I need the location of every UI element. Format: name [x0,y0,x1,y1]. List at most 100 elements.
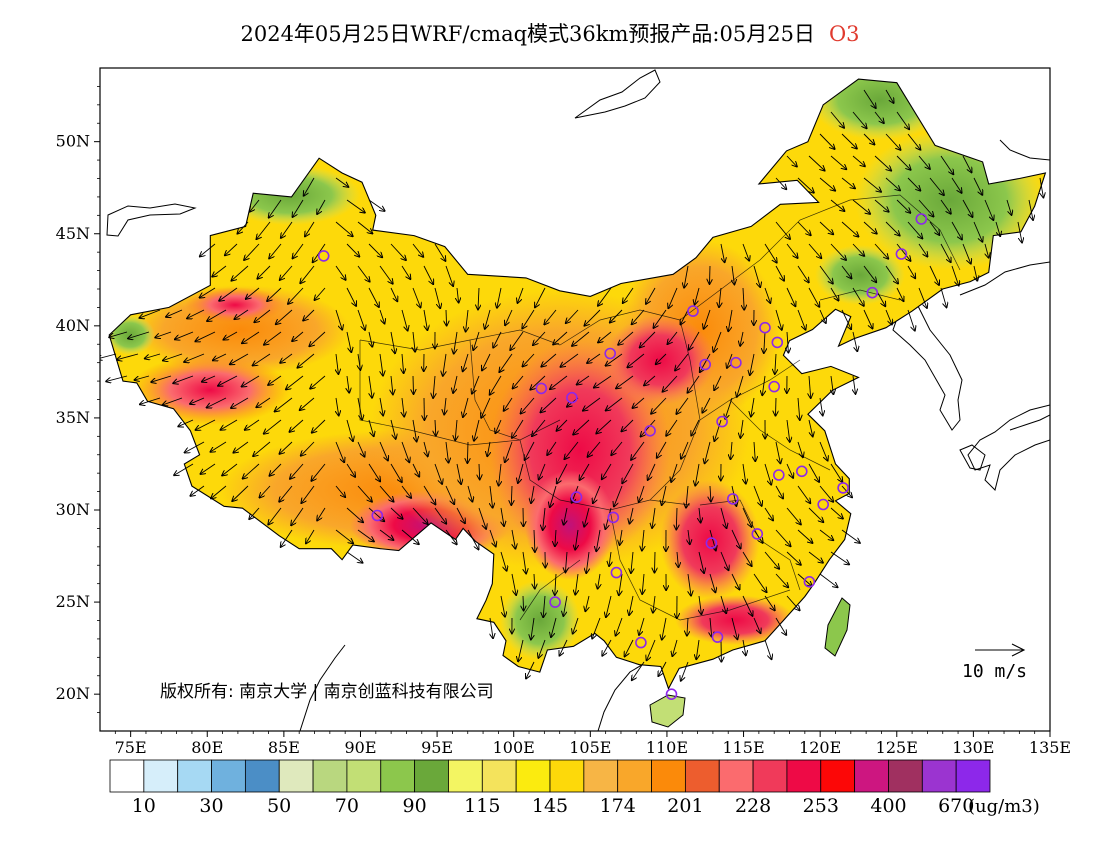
wind-arrow [269,243,282,258]
city-marker [915,213,928,225]
wind-arrow [841,265,851,278]
wind-arrow [505,309,513,325]
wind-arrow [696,639,699,659]
colorbar-swatch [921,759,957,793]
wind-arrow [713,331,722,352]
wind-arrow [196,419,216,430]
wind-arrow [173,375,194,383]
wind-arrow [499,463,501,486]
wind-arrow [786,595,800,610]
colorbar-swatch [617,759,652,793]
y-tick-label: 45N [56,224,90,243]
wind-arrow [155,331,172,338]
wind-arrow [962,243,971,264]
wind-arrow [541,353,557,367]
wind-arrow [490,617,493,638]
wind-arrow [885,265,898,284]
wind-arrow [820,397,823,415]
wind-arrow [368,419,374,436]
wind-arrow [358,353,360,370]
wind-arrow [677,551,678,567]
wind-arrow [797,309,806,330]
wind-arrow [728,309,733,331]
wind-arrow [592,617,601,639]
wind-arrow [705,441,711,463]
wind-arrow [513,375,524,388]
china-outline [108,78,1047,690]
wind-arrow [775,221,790,239]
wind-arrow [298,353,315,368]
wind-arrow [563,595,568,616]
city-marker [699,358,712,371]
wind-arrow [286,375,304,389]
wind-arrow [357,441,365,457]
wind-arrow [830,287,839,301]
wind-arrow [346,419,353,441]
wind-arrow [369,331,372,347]
wind-arrow [242,331,260,343]
wind-arrow [675,353,689,370]
wind-arrow [317,507,326,520]
wind-arrow [644,375,656,385]
wind-arrow [740,331,743,346]
wind-arrow [714,375,722,390]
copyright-text: 版权所有: 南京大学 | 南京创蓝科技有限公司 [160,682,494,702]
wind-arrow [863,177,881,192]
wind-arrow [764,463,771,485]
city-marker [317,250,330,262]
wind-arrow [560,639,568,656]
wind-arrow [424,441,428,456]
city-marker [570,491,583,503]
colorbar: 10 30 50 70 90 115 145 174 201 228 253 400 670 [109,759,991,817]
wind-arrow [714,419,722,441]
wind-arrow [995,221,1000,236]
wind-arrow [753,529,763,543]
wind-arrow [390,507,403,519]
x-tick-label: 125E [876,738,918,757]
wind-arrow [254,309,271,322]
city-marker [895,248,908,260]
wind-arrow [596,419,612,433]
wind-arrow [725,397,733,419]
wind-arrow [531,485,534,503]
city-marker [644,424,656,437]
wind-arrow [433,375,435,398]
colorbar-swatch [888,759,923,793]
wind-arrow [786,155,797,167]
colorbar-label: 70 [335,795,359,817]
x-tick-label: 100E [493,738,535,757]
colorbar-swatch [143,759,179,793]
wind-arrow [466,309,468,332]
wind-arrow [684,265,689,288]
wind-arrow [445,485,454,504]
wind-arrow [743,463,746,484]
wind-arrow [534,529,535,552]
city-markers [317,213,928,701]
wind-arrow [497,287,502,308]
wind-arrow [463,397,469,417]
wind-arrow [642,529,644,551]
wind-arrow [423,309,427,330]
x-tick-label: 115E [722,738,764,757]
wind-arrow [809,375,811,398]
wind-arrow [896,111,909,129]
wind-arrow [561,353,579,367]
wind-arrow [616,375,634,388]
wind-arrow [543,507,545,530]
wind-arrow [456,507,465,523]
wind-arrow [264,331,282,345]
wind-arrow [688,375,700,393]
wind-arrow [413,331,415,352]
wind-arrow [710,485,711,501]
city-marker [635,636,647,649]
wind-arrow [819,573,838,587]
colorbar-swatch [752,759,788,793]
wind-arrow [606,595,612,617]
y-tick-label: 40N [56,316,90,335]
wind-arrow [764,243,777,263]
wind-arrow [671,463,678,482]
wind-arrow [493,331,502,348]
wind-arrow [435,419,436,436]
wind-arrow [413,375,414,394]
